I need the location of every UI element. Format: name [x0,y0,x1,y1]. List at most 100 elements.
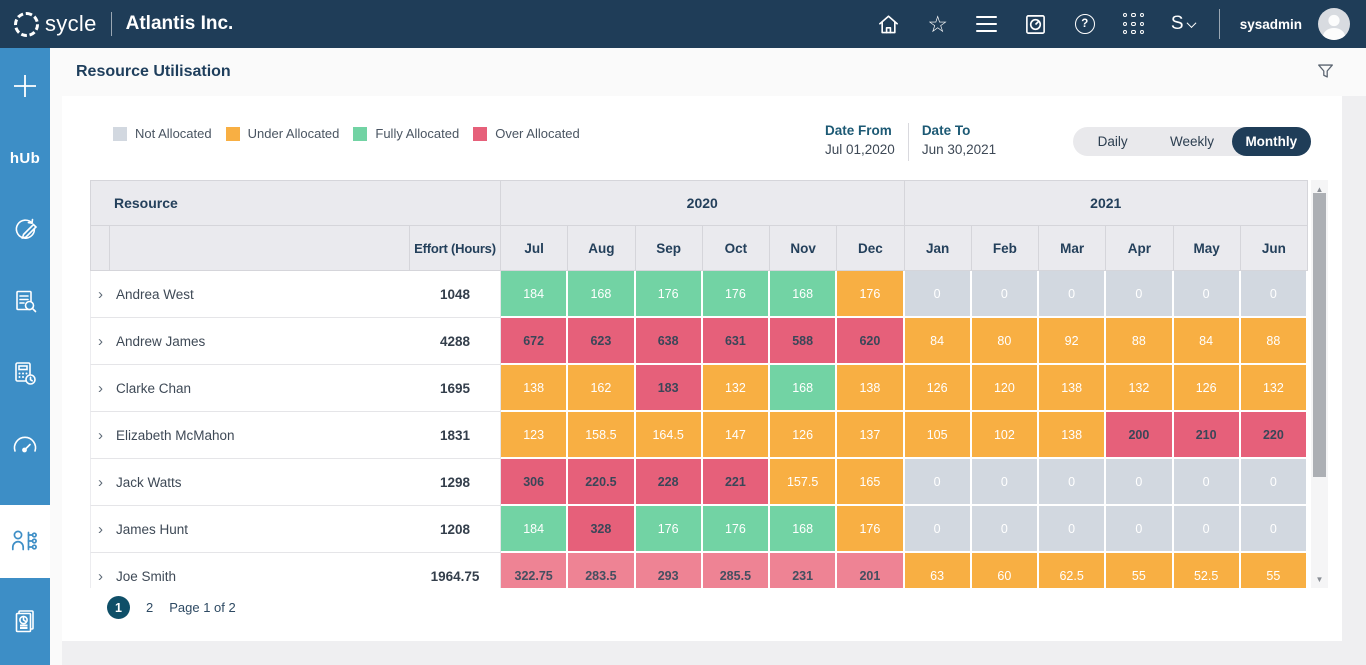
avatar[interactable] [1318,8,1350,40]
allocation-cell: 55 [1106,553,1174,588]
view-monthly-button[interactable]: Monthly [1231,127,1311,156]
allocation-cell: 158.5 [568,412,636,459]
resource-name: Jack Watts [116,474,182,490]
scroll-down-arrow[interactable]: ▼ [1315,574,1324,584]
effort-value: 1298 [410,459,501,506]
allocation-cell: 306 [501,459,569,506]
allocation-cell: 102 [971,412,1039,459]
view-daily-button[interactable]: Daily [1073,127,1152,156]
allocation-cell: 138 [837,365,905,412]
resource-name: Andrew James [116,333,206,349]
date-from-label: Date From [825,123,892,138]
scrollbar-thumb[interactable] [1313,193,1326,477]
legend-item-under-allocated: Under Allocated [225,126,339,141]
allocation-cell: 0 [1106,506,1174,553]
month-header-feb: Feb [971,226,1039,271]
s-dropdown-icon[interactable]: S [1171,12,1197,36]
allocation-cell: 88 [1240,318,1308,365]
date-to-label: Date To [921,123,971,138]
allocation-cell: 0 [1173,459,1241,506]
sidebar-item-calculator-icon[interactable] [7,356,43,392]
sidebar-item-resource-utilisation[interactable] [0,505,50,578]
month-header-nov: Nov [770,226,838,271]
filter-icon[interactable] [1317,62,1334,80]
allocation-cell: 0 [904,459,972,506]
vertical-scrollbar[interactable]: ▲ ▼ [1311,180,1328,588]
sidebar-item-gauge-icon[interactable] [7,428,43,464]
resource-row-name[interactable]: › Elizabeth McMahon [90,412,410,459]
resource-name: Andrea West [116,286,194,302]
date-to[interactable]: Date To Jun 30,2021 [922,123,996,161]
brand-logo[interactable]: sycle [14,11,97,37]
allocation-cell: 328 [568,506,636,553]
sidebar-item-document-search[interactable] [7,284,43,320]
username: sysadmin [1239,16,1302,32]
view-weekly-button[interactable]: Weekly [1152,127,1231,156]
allocation-cell: 126 [904,365,972,412]
allocation-cell: 0 [971,459,1039,506]
divider [907,123,909,161]
expand-chevron-icon[interactable]: › [98,473,103,491]
allocation-cell: 63 [904,553,972,588]
allocation-cell: 0 [1106,459,1174,506]
expand-chevron-icon[interactable]: › [98,332,103,350]
page-panel: Not Allocated Under Allocated Fully Allo… [62,96,1366,665]
allocation-cell: 0 [971,271,1039,318]
resource-row-name[interactable]: › James Hunt [90,506,410,553]
expand-chevron-icon[interactable]: › [98,285,103,303]
sidebar-item-reports[interactable] [0,578,50,665]
resource-name: Joe Smith [116,568,177,584]
home-icon[interactable] [877,12,901,36]
allocation-cell: 138 [1039,365,1107,412]
expand-chevron-icon[interactable]: › [98,426,103,444]
date-from[interactable]: Date From Jul 01,2020 [825,123,895,161]
sidebar-item-plan-edit[interactable] [7,212,43,248]
menu-icon[interactable] [975,12,999,36]
allocation-cell: 137 [837,412,905,459]
scroll-up-arrow[interactable]: ▲ [1315,184,1324,194]
allocation-cell: 176 [702,506,770,553]
date-range: Date From Jul 01,2020 Date To Jun 30,202… [825,123,996,161]
allocation-cell: 0 [904,506,972,553]
month-header-jul: Jul [501,226,569,271]
allocation-cell: 0 [1039,271,1107,318]
resource-row-name[interactable]: › Clarke Chan [90,365,410,412]
allocation-cell: 0 [1173,506,1241,553]
allocation-cell: 210 [1173,412,1241,459]
resource-name: Elizabeth McMahon [116,427,235,443]
favorites-star-icon[interactable]: ☆ [927,10,949,37]
expand-chevron-icon[interactable]: › [98,520,103,538]
allocation-cell: 285.5 [702,553,770,588]
page-button-2[interactable]: 2 [146,600,154,615]
help-icon[interactable]: ? [1073,12,1097,36]
dashboard-icon[interactable] [1024,12,1048,36]
allocation-cell: 588 [770,318,838,365]
sidebar-item-add[interactable] [7,68,43,104]
divider [1218,9,1220,39]
allocation-cell: 623 [568,318,636,365]
resource-row-name[interactable]: › Andrew James [90,318,410,365]
resource-row-name[interactable]: › Andrea West [90,271,410,318]
page-button-1[interactable]: 1 [107,596,130,619]
allocation-cell: 176 [635,271,703,318]
page-title: Resource Utilisation [76,63,231,80]
apps-grid-icon[interactable] [1122,12,1146,36]
allocation-cell: 126 [1173,365,1241,412]
allocation-cell: 293 [635,553,703,588]
over-allocated-swatch [473,126,488,141]
page-count-label: Page 1 of 2 [169,600,236,615]
expand-chevron-icon[interactable]: › [98,379,103,397]
allocation-cell: 631 [702,318,770,365]
allocation-cell: 184 [501,271,569,318]
resource-row-name[interactable]: › Jack Watts [90,459,410,506]
allocation-cell: 220.5 [568,459,636,506]
allocation-cell: 672 [501,318,569,365]
expand-chevron-icon[interactable]: › [98,567,103,585]
sidebar-item-hub[interactable]: hUb [7,140,43,176]
allocation-cell: 0 [1039,459,1107,506]
allocation-cell: 123 [501,412,569,459]
date-from-value[interactable]: Jul 01,2020 [825,142,895,157]
legend-item-not-allocated: Not Allocated [113,126,212,141]
date-to-value[interactable]: Jun 30,2021 [921,142,997,157]
resource-row-name[interactable]: › Joe Smith [90,553,410,588]
